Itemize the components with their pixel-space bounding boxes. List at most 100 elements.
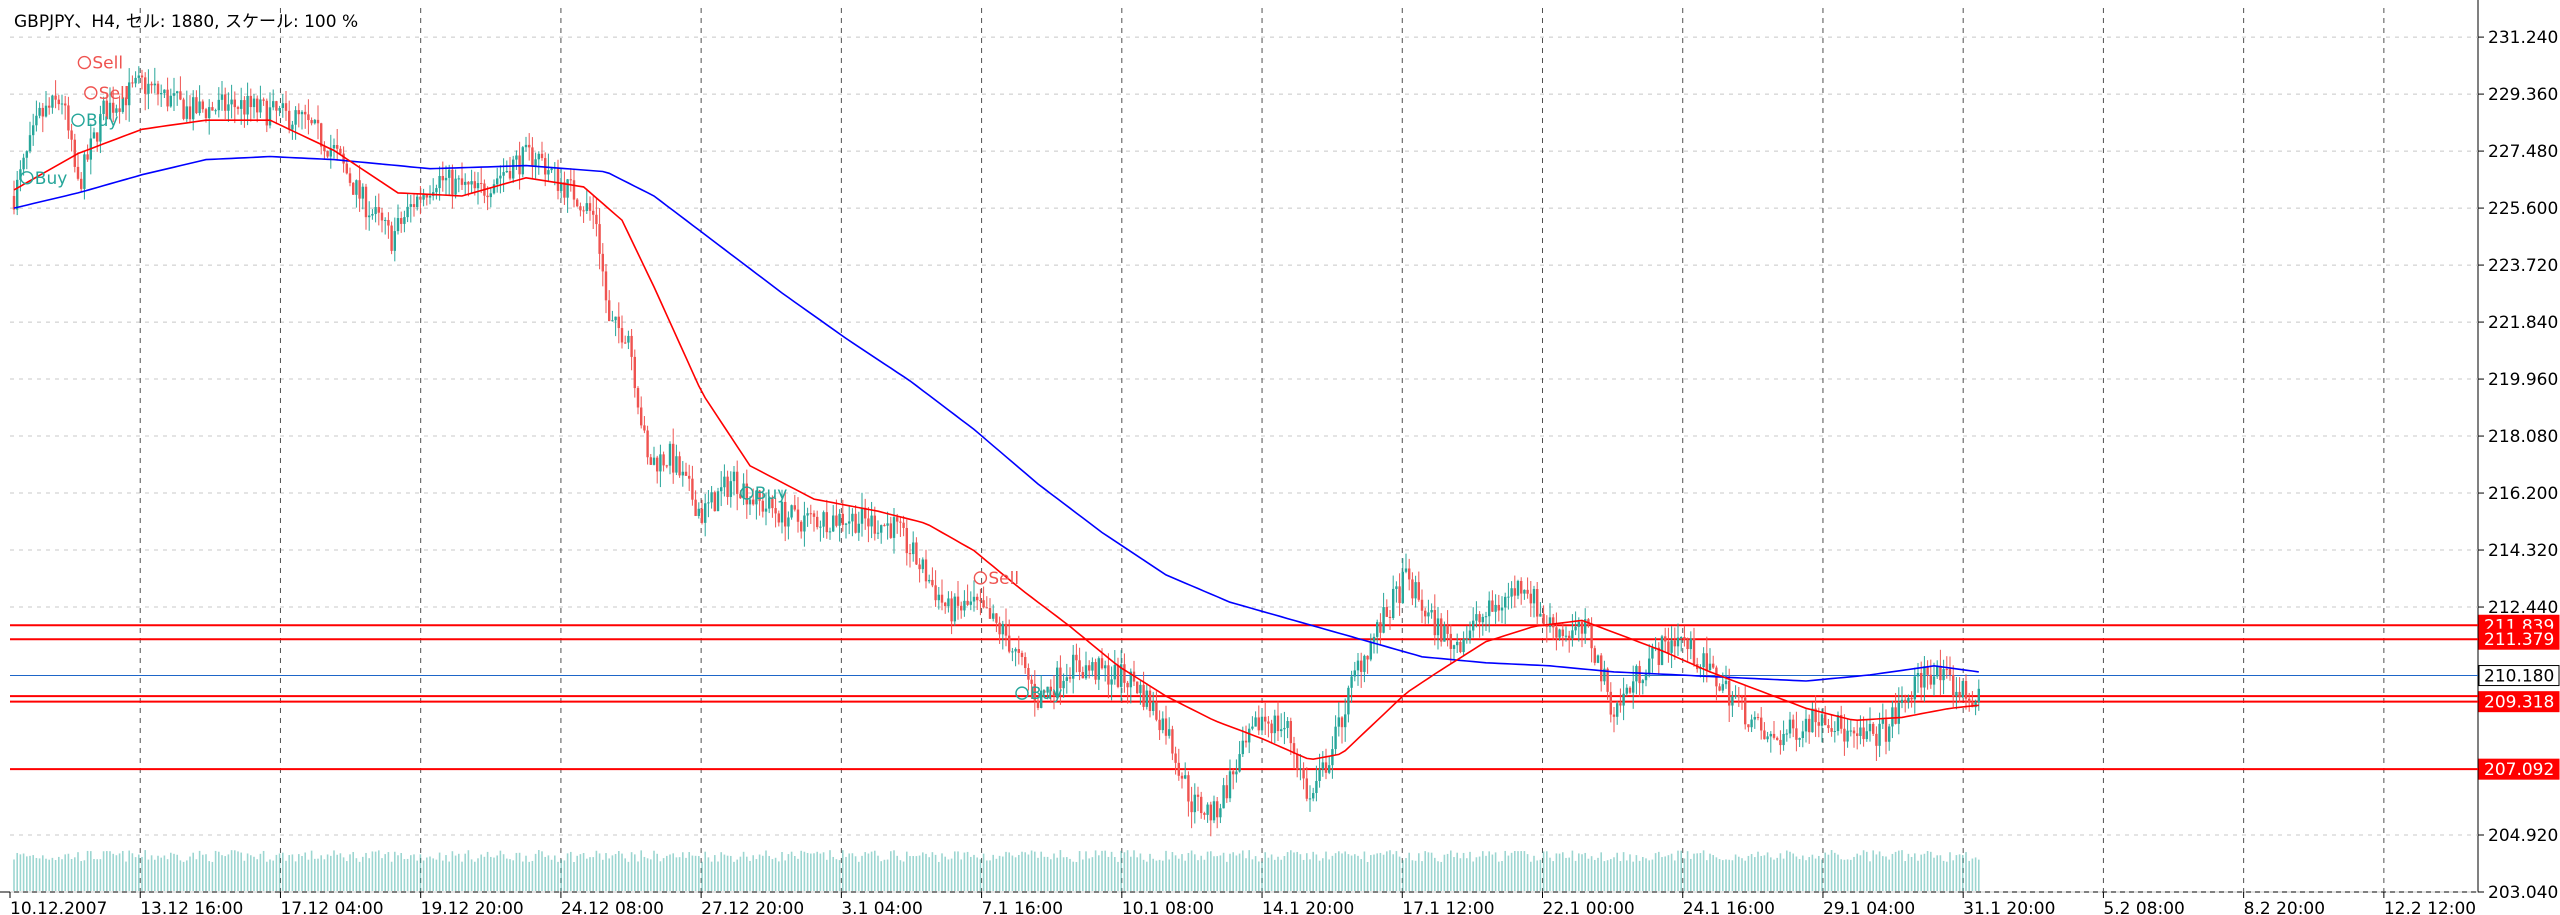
candle-bear (201, 101, 204, 110)
time-axis[interactable]: 10.12.2007 13.12 16:00 17.12 04:00 19.12 20… (9, 892, 2476, 915)
candle-bull (819, 526, 822, 528)
candle-bull (1472, 620, 1475, 631)
candle-bear (643, 425, 646, 431)
candle-bull (1788, 719, 1792, 734)
candle-bull (32, 125, 35, 136)
candle-bear (1561, 629, 1564, 636)
candle-bear (1075, 654, 1078, 661)
candle-bull (822, 512, 825, 527)
candle-bear (508, 170, 512, 179)
candle-bear (64, 103, 67, 106)
candle-bull (1648, 658, 1651, 674)
candle-bull (1548, 617, 1552, 627)
candle-bull (355, 180, 358, 195)
candle-bear (118, 108, 121, 112)
candle-bull (537, 153, 540, 160)
candle-bull (1932, 676, 1936, 685)
candle-bear (665, 465, 668, 467)
candle-bear (1856, 733, 1859, 736)
candle-bear (195, 97, 198, 114)
candle-bear (1840, 714, 1843, 729)
candle-bear (1792, 719, 1795, 729)
candle-bull (137, 75, 140, 78)
candle-bull (1811, 708, 1814, 733)
candle-bull (566, 179, 569, 198)
candle-bull (1228, 771, 1232, 799)
candle-bull (368, 215, 371, 218)
candle-bull (361, 186, 364, 199)
candle-bear (1379, 622, 1382, 633)
candle-bear (1385, 607, 1388, 617)
candle-bull (1014, 649, 1017, 652)
x-tick-label: 8.2 20:00 (2244, 899, 2325, 915)
candle-bear (576, 199, 579, 207)
candle-bull (1382, 607, 1385, 633)
candle-bull (1251, 726, 1254, 729)
candle-bull (550, 168, 553, 171)
candle-bear (150, 83, 153, 86)
candle-bear (1424, 610, 1427, 617)
chart-title: GBPJPY、H4, セル: 1880, スケール: 100 % (14, 12, 359, 32)
candle-bear (771, 497, 774, 509)
candle-bear (1667, 641, 1670, 653)
candle-bear (883, 525, 886, 527)
candle-bull (768, 497, 771, 509)
candle-bear (835, 515, 838, 526)
candle-bear (1388, 616, 1392, 618)
candle-bear (1008, 635, 1011, 652)
candle-bull (422, 194, 425, 200)
candle-bull (1372, 636, 1376, 642)
candle-bear (899, 521, 902, 523)
candle-bull (1152, 702, 1155, 711)
candle-bull (208, 107, 211, 119)
y-tick-label: 214.320 (2488, 541, 2558, 561)
candle-bear (1360, 660, 1363, 672)
candle-bull (1315, 780, 1318, 794)
candle-bull (1206, 804, 1209, 815)
candle-bear (604, 271, 608, 301)
buy-signal-marker (1015, 686, 1029, 700)
candle-bear (57, 99, 60, 105)
candle-bull (1868, 723, 1872, 732)
candle-bull (1708, 663, 1712, 671)
candle-bear (1590, 624, 1593, 649)
candle-bear (867, 518, 870, 527)
candle-bull (1504, 596, 1507, 608)
horizontal-levels[interactable] (10, 624, 2478, 771)
candle-bull (1110, 679, 1113, 685)
candle-bull (1680, 637, 1683, 639)
candle-bull (454, 178, 457, 195)
candle-bull (1616, 703, 1619, 717)
candle-bull (780, 501, 784, 523)
candle-bear (691, 478, 694, 500)
candle-bear (1433, 610, 1436, 636)
candle-bear (1808, 718, 1811, 733)
candle-bull (611, 320, 614, 322)
x-tick-label: 17.12 04:00 (280, 899, 383, 915)
x-tick-label: 3.1 04:00 (841, 899, 922, 915)
candle-bear (1196, 794, 1200, 797)
candle-bear (1043, 690, 1046, 693)
candle-bear (70, 130, 73, 140)
candle-bull (374, 207, 377, 215)
candle-bull (1065, 677, 1068, 681)
candle-bear (1776, 737, 1779, 740)
candle-bear (1180, 775, 1184, 779)
candle-bull (1468, 630, 1472, 639)
candle-bull (1235, 771, 1238, 775)
candle-bull (1833, 731, 1836, 733)
candle-bull (291, 124, 294, 130)
candle-bear (400, 218, 403, 224)
price-axis[interactable]: 231.240 229.360 227.480 225.600 223.720 221.8… (2478, 28, 2558, 903)
candle-bull (963, 600, 966, 611)
candle-bull (393, 231, 396, 251)
candle-bull (1308, 798, 1312, 800)
candle-bear (1027, 667, 1030, 680)
candle-bull (1331, 749, 1334, 766)
candle-bear (467, 181, 470, 185)
candle-bull (1961, 681, 1964, 698)
candle-bear (950, 598, 953, 622)
candle-bull (259, 99, 262, 113)
